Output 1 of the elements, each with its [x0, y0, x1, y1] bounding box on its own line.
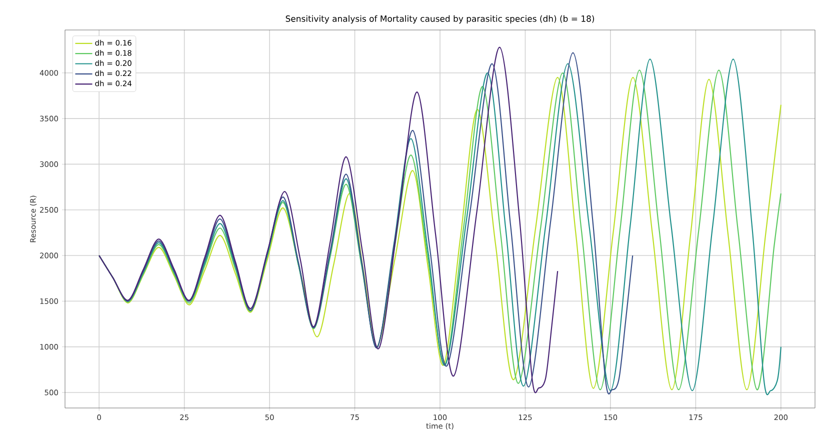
chart-title: Sensitivity analysis of Mortality caused by parasitic species (dh) (b = 18) — [286, 15, 594, 24]
